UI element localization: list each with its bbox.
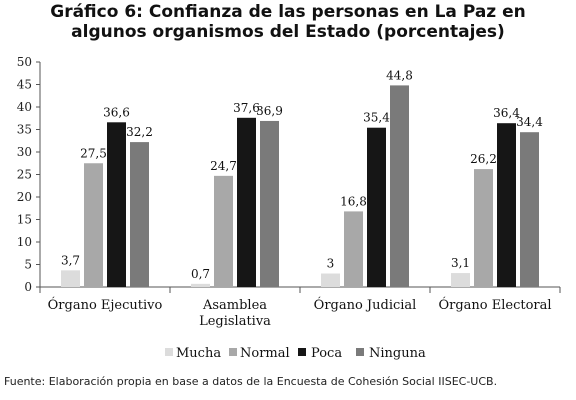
bar-poca [367,127,386,287]
legend-label-poca: Poca [311,346,342,361]
data-label: 37,6 [233,101,260,115]
data-label: 3,7 [61,253,80,267]
x-tick-label: Órgano Judicial [314,296,417,313]
data-label: 36,4 [493,106,520,120]
y-tick-label: 10 [17,235,32,249]
bar-normal [84,163,103,287]
data-label: 3 [327,257,335,271]
data-label: 26,2 [470,152,497,166]
bar-ninguna [520,132,539,287]
data-label: 24,7 [210,159,237,173]
data-label: 16,8 [340,194,367,208]
bar-mucha [451,273,470,287]
chart-data-labels: 3,7 27,5 36,6 32,2 0,7 24,7 37,636,9 3 16,8 35,4 4… [61,68,543,280]
data-label: 36,6 [103,105,130,119]
y-tick-label: 5 [24,258,32,272]
y-tick-label: 40 [17,100,32,114]
chart-bars [61,85,539,288]
data-label: 35,4 [363,111,390,125]
bar-poca [497,123,516,287]
chart-title-line2: algunos organismos del Estado (porcentaj… [71,22,505,42]
data-label: 27,5 [80,146,107,160]
data-label: 34,4 [516,115,543,129]
bar-poca [237,117,256,287]
data-label: 44,8 [386,68,413,82]
bar-ninguna [260,120,279,287]
bar-ninguna [390,85,409,288]
bar-mucha [191,283,210,287]
y-tick-label: 20 [17,190,32,204]
data-label: 3,1 [451,256,470,270]
bar-normal [214,175,233,287]
y-tick-label: 0 [24,280,32,294]
bar-mucha [61,270,80,287]
chart-axes: 0 5 10 15 20 25 30 35 40 45 50 Órgano Ejecutivo Asam… [17,55,561,329]
legend-label-mucha: Mucha [176,346,221,361]
bar-normal [344,211,363,287]
legend-swatch-poca [298,348,306,356]
chart-legend: Mucha Normal Poca Ninguna [165,346,426,361]
y-tick-label: 45 [17,78,32,92]
legend-label-ninguna: Ninguna [369,346,426,361]
x-tick-label: Órgano Ejecutivo [48,296,163,313]
data-label: 32,2 [126,125,153,139]
bar-normal [474,169,493,287]
x-tick-label: Asamblea [202,298,267,313]
legend-label-normal: Normal [240,346,290,361]
bar-poca [107,122,126,287]
y-tick-label: 30 [17,145,32,159]
legend-swatch-mucha [165,348,173,356]
legend-swatch-ninguna [356,348,364,356]
bar-mucha [321,273,340,287]
x-tick-label: Legislativa [199,314,271,329]
x-tick-label: Órgano Electoral [438,296,551,313]
chart-title-line1: Gráfico 6: Confianza de las personas en … [50,2,526,22]
y-tick-label: 50 [17,55,32,69]
chart-title: Gráfico 6: Confianza de las personas en … [0,2,576,42]
data-label: 0,7 [191,267,210,281]
data-label: 36,9 [256,104,283,118]
y-tick-label: 35 [17,123,32,137]
y-tick-label: 15 [17,213,32,227]
y-tick-label: 25 [17,168,32,182]
bar-ninguna [130,142,149,287]
legend-swatch-normal [229,348,237,356]
source-note: Fuente: Elaboración propia en base a dat… [4,375,498,388]
